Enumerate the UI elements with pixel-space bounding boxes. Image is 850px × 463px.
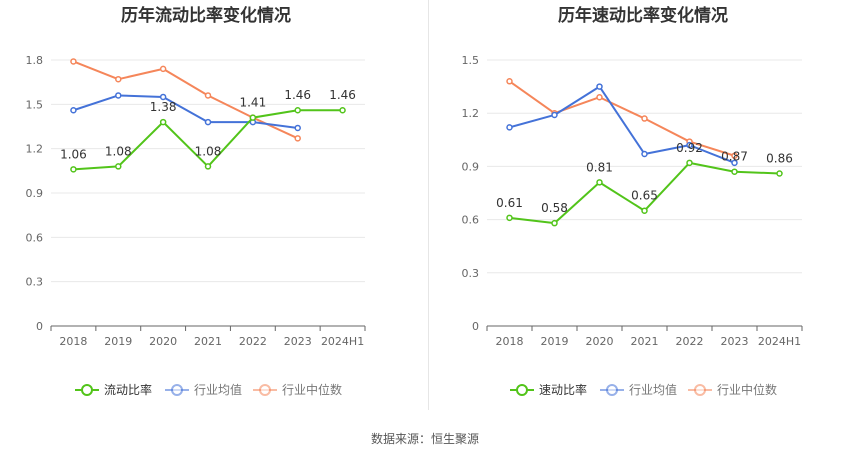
data-point <box>506 214 513 222</box>
y-tick-label: 0.3 <box>462 267 480 280</box>
panel-divider <box>428 0 429 410</box>
legend-label: 流动比率 <box>104 382 152 397</box>
series-line <box>509 85 735 164</box>
legend-label: 行业中位数 <box>282 382 342 397</box>
x-tick-label: 2022 <box>239 335 267 348</box>
y-tick-label: 0.3 <box>26 276 44 289</box>
data-label: 0.87 <box>721 150 748 164</box>
data-source-label: 数据来源：恒生聚源 <box>370 432 479 446</box>
data-point <box>115 75 122 83</box>
data-label: 1.46 <box>329 88 356 102</box>
legend-marker <box>259 384 271 396</box>
x-tick-label: 2021 <box>631 335 659 348</box>
x-tick-label: 2020 <box>149 335 177 348</box>
data-point <box>641 207 648 214</box>
x-tick-label: 2023 <box>284 335 312 348</box>
data-point <box>506 124 513 131</box>
x-tick-label: 2024H1 <box>758 335 801 348</box>
series-line <box>508 80 735 157</box>
x-tick-label: 2019 <box>104 335 132 348</box>
y-tick-label: 1.2 <box>26 143 44 156</box>
data-label: 1.38 <box>150 100 177 114</box>
data-point <box>339 106 346 114</box>
data-point <box>294 135 301 142</box>
data-label: 1.08 <box>105 144 132 158</box>
data-label: 1.46 <box>284 88 311 102</box>
legend-marker <box>516 384 528 396</box>
x-tick-label: 2023 <box>721 335 749 348</box>
data-point <box>204 118 212 126</box>
data-point <box>294 124 301 132</box>
y-tick-label: 0.9 <box>462 160 480 173</box>
y-tick-label: 0 <box>36 320 43 333</box>
data-point <box>731 168 738 175</box>
data-label: 1.06 <box>60 147 87 161</box>
data-point <box>506 78 513 85</box>
data-point <box>159 93 167 101</box>
data-point <box>551 111 558 119</box>
legend-marker <box>606 384 618 396</box>
data-label: 0.92 <box>676 141 703 155</box>
data-point <box>596 93 603 101</box>
data-point <box>159 65 167 73</box>
data-point <box>204 92 212 99</box>
data-label: 0.86 <box>766 151 793 165</box>
y-tick-label: 1.2 <box>462 107 480 120</box>
data-point <box>641 115 648 122</box>
legend-marker <box>171 384 183 396</box>
data-point <box>551 219 558 227</box>
data-point <box>731 152 738 160</box>
data-label: 1.41 <box>239 96 266 110</box>
x-tick-label: 2018 <box>496 335 524 348</box>
data-point <box>596 179 603 186</box>
series-line <box>73 60 299 140</box>
legend-marker <box>81 384 93 396</box>
y-tick-label: 0 <box>472 320 479 333</box>
legend-marker <box>694 384 706 396</box>
data-point <box>70 106 77 114</box>
data-label: 0.65 <box>631 189 658 203</box>
data-label: 0.81 <box>586 160 613 174</box>
chart-title: 历年速动比率变化情况 <box>558 5 728 26</box>
chart-title: 历年流动比率变化情况 <box>121 5 291 26</box>
y-tick-label: 1.5 <box>26 98 44 111</box>
y-tick-label: 1.5 <box>462 54 480 67</box>
data-point <box>686 159 693 167</box>
data-label: 0.58 <box>541 201 568 215</box>
data-point <box>70 58 77 65</box>
data-point <box>776 170 783 177</box>
x-tick-label: 2021 <box>194 335 222 348</box>
data-point <box>204 163 212 170</box>
y-tick-label: 0.9 <box>26 187 44 200</box>
data-point <box>115 92 122 99</box>
data-point <box>731 159 738 167</box>
data-point <box>686 141 693 149</box>
data-point <box>596 83 603 90</box>
data-point <box>641 150 648 158</box>
x-tick-label: 2024H1 <box>321 335 364 348</box>
data-label: 1.08 <box>195 144 222 158</box>
data-point <box>249 114 257 121</box>
y-tick-label: 0.6 <box>462 214 480 227</box>
legend-label: 行业中位数 <box>717 382 777 397</box>
data-point <box>70 166 77 173</box>
data-label: 0.61 <box>496 196 523 210</box>
y-tick-label: 1.8 <box>26 54 44 67</box>
legend-label: 行业均值 <box>629 382 677 397</box>
data-point <box>294 106 301 114</box>
data-point <box>159 118 167 126</box>
x-tick-label: 2022 <box>676 335 704 348</box>
legend-label: 行业均值 <box>194 382 242 397</box>
data-point <box>115 163 122 170</box>
series-line <box>73 94 298 129</box>
legend-label: 速动比率 <box>539 382 587 397</box>
x-tick-label: 2018 <box>59 335 87 348</box>
y-tick-label: 0.6 <box>26 231 44 244</box>
x-tick-label: 2020 <box>586 335 614 348</box>
x-tick-label: 2019 <box>541 335 569 348</box>
